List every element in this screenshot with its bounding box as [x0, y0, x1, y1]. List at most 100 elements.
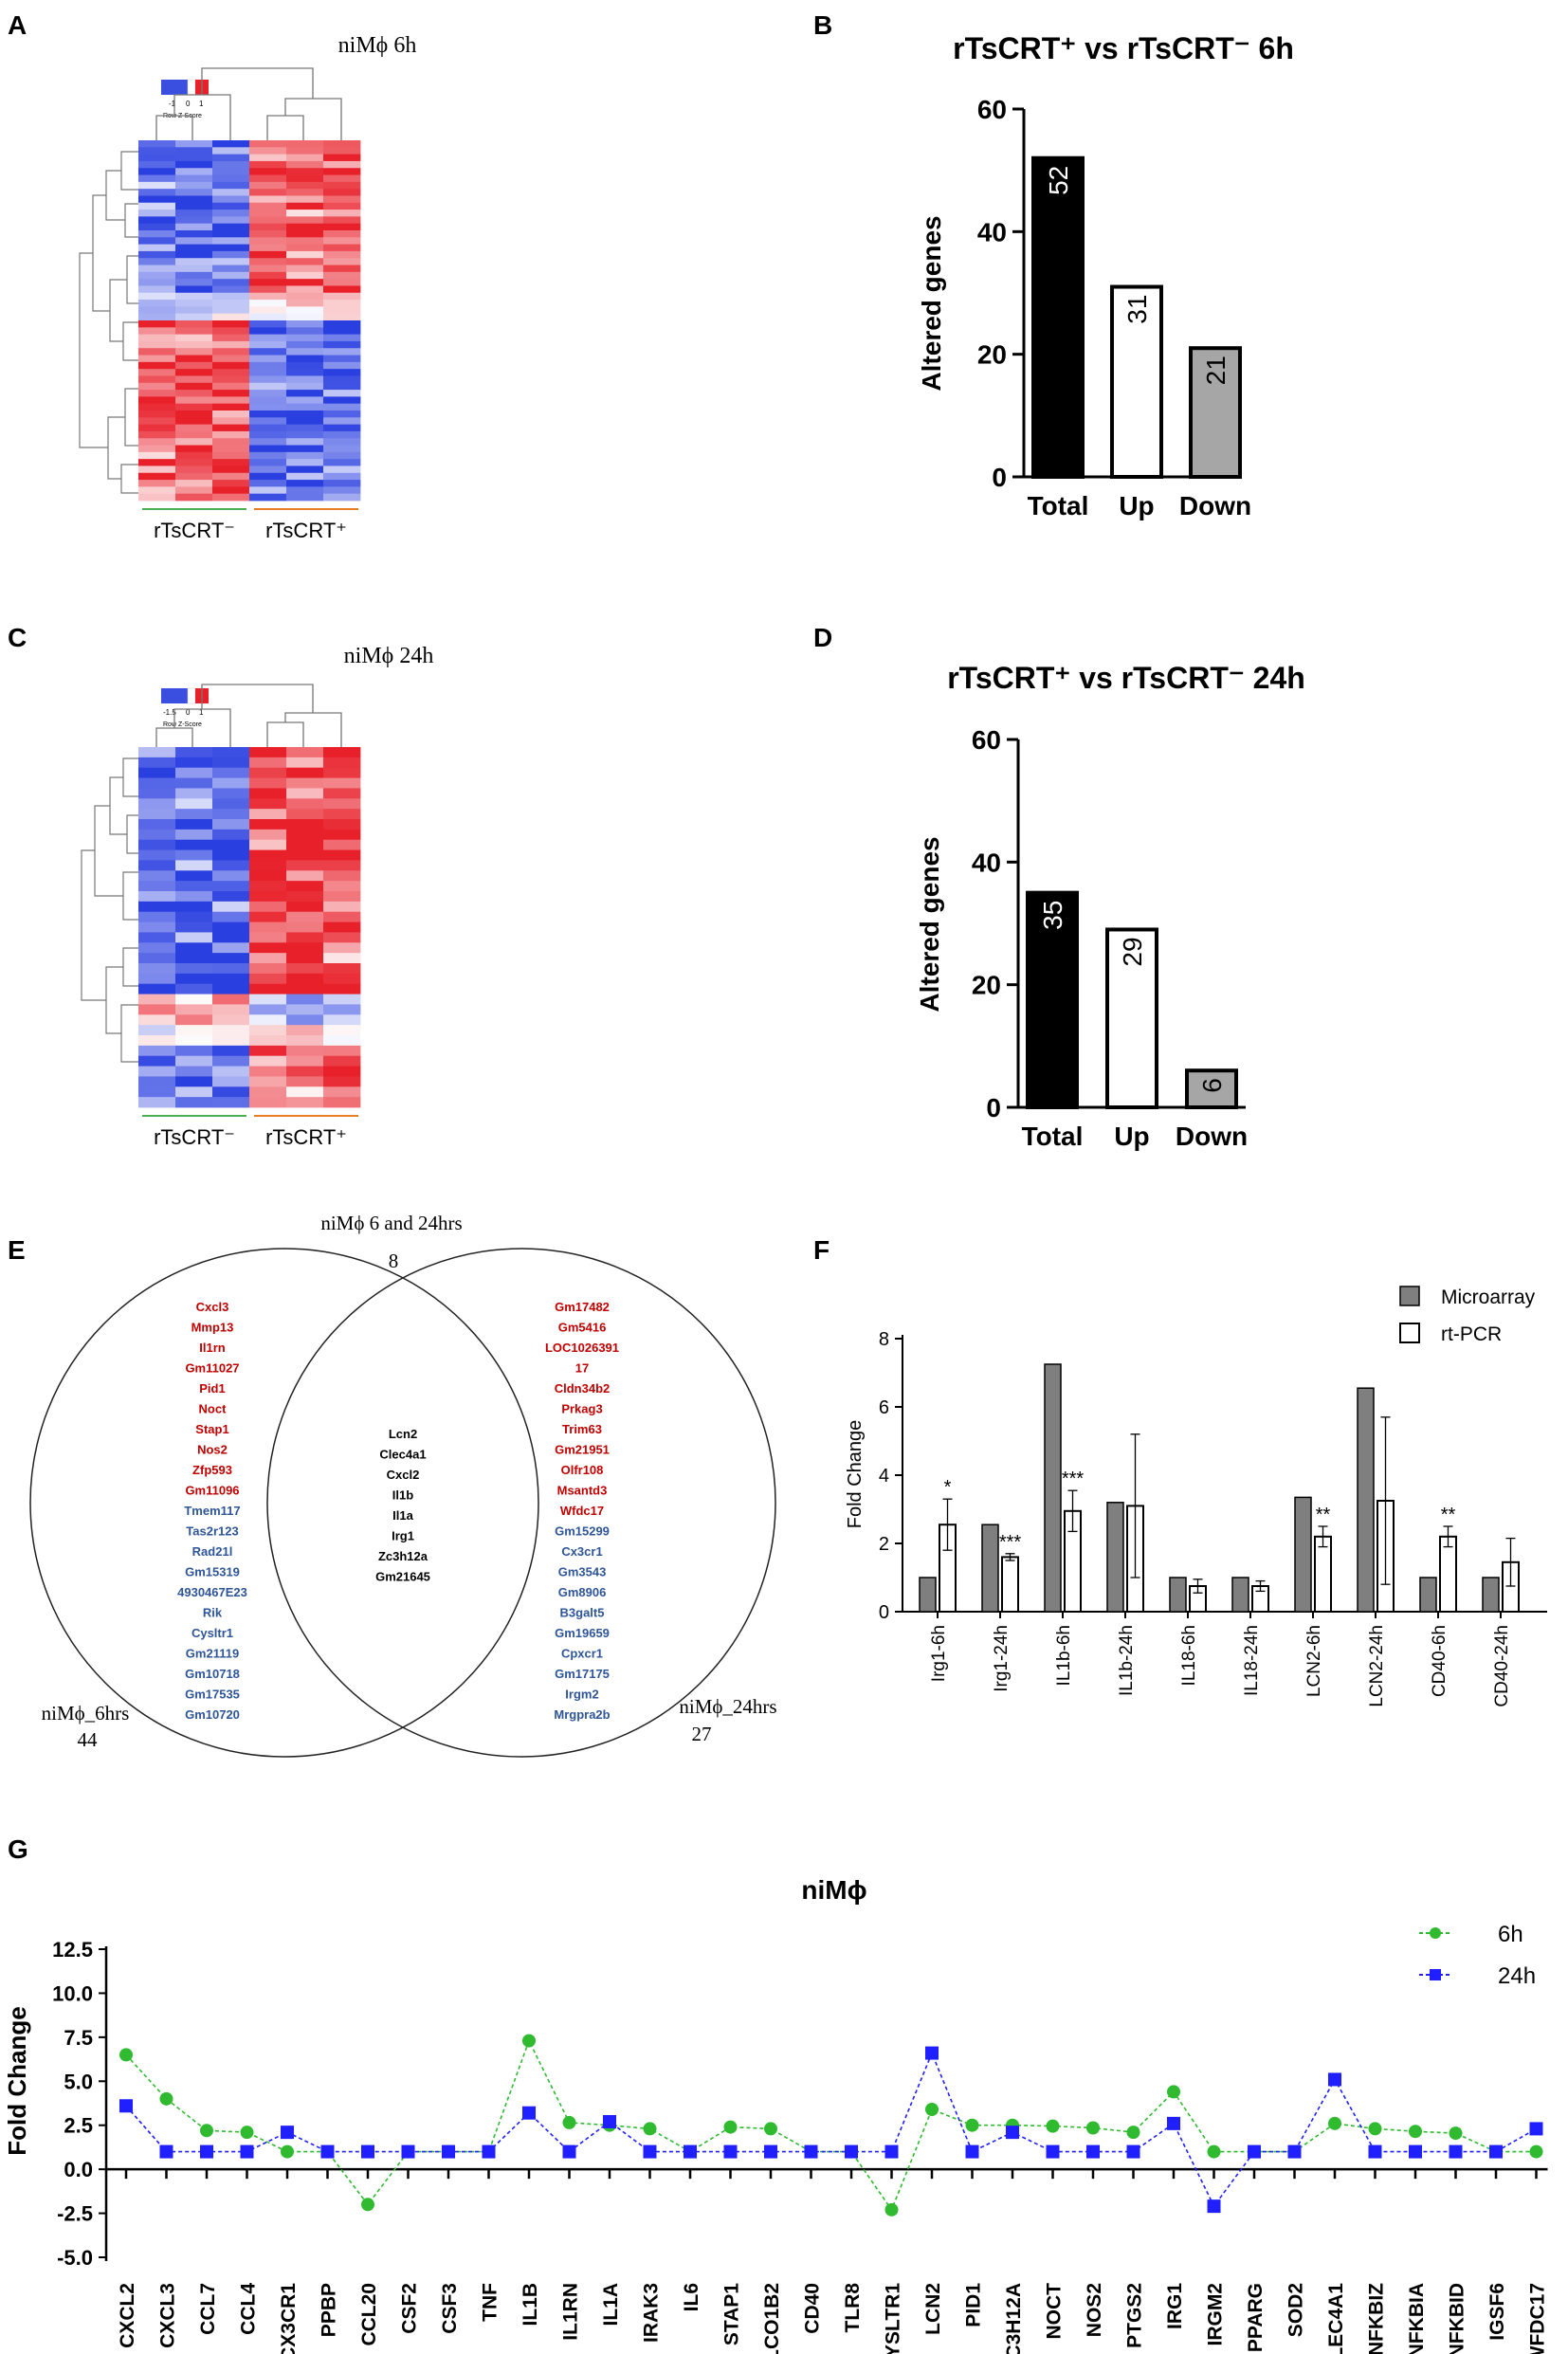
y-tick-label: 4	[879, 1466, 889, 1487]
heatmap-cell	[175, 860, 213, 871]
heatmap-cell	[323, 451, 361, 460]
line-chart-title: niMϕ	[801, 1875, 866, 1905]
venn-left-down-gene: Tmem117	[184, 1504, 240, 1518]
heatmap-cell	[212, 465, 250, 474]
heatmap-cell	[212, 340, 250, 349]
y-tick-label: 5.0	[64, 2070, 93, 2093]
heatmap-cell	[286, 901, 324, 913]
heatmap-cell	[323, 480, 361, 487]
venn-right-up-gene: Msantd3	[557, 1484, 608, 1498]
heatmap-cell	[249, 340, 287, 349]
heatmap-cell	[138, 230, 176, 238]
heatmap-cell	[323, 306, 361, 315]
heatmap-cell	[212, 390, 250, 397]
heatmap-cell	[286, 870, 324, 882]
venn-circle-24h	[266, 1248, 776, 1758]
heatmap-cell	[323, 757, 361, 769]
heatmap-cell	[212, 438, 250, 446]
heatmap-cell	[249, 932, 287, 943]
heatmap-cell	[286, 922, 324, 933]
y-tick-label: -2.5	[57, 2202, 93, 2226]
x-category-label: Down	[1176, 1122, 1248, 1151]
heatmap-cell	[286, 493, 324, 502]
heatmap-cell	[175, 250, 213, 259]
heatmap-cell	[175, 181, 213, 190]
venn-left-up-gene: Mmp13	[191, 1321, 234, 1335]
bar-chart-6h-title: rTsCRT⁺ vs rTsCRT⁻ 6h	[953, 31, 1294, 65]
point-24h	[240, 2144, 254, 2159]
point-6h	[764, 2122, 777, 2136]
heatmap-cell	[175, 154, 213, 162]
heatmap-cell	[286, 1035, 324, 1047]
x-category-label: IRGM2	[1205, 2283, 1227, 2346]
point-6h	[281, 2144, 294, 2159]
heatmap-cell	[286, 195, 324, 204]
heatmap-cell	[175, 202, 213, 210]
heatmap-cell	[249, 451, 287, 460]
x-category-label: NFKBID	[1447, 2283, 1468, 2354]
heatmap-cell	[249, 189, 287, 196]
heatmap-cell	[138, 300, 176, 307]
heatmap-cell	[212, 160, 250, 169]
heatmap-cell	[249, 809, 287, 820]
heatmap-cell	[138, 223, 176, 231]
heatmap-cell	[249, 230, 287, 238]
heatmap-cell	[323, 195, 361, 204]
heatmap-cell	[286, 860, 324, 871]
venn-right-up-gene: Cldn34b2	[555, 1381, 611, 1396]
heatmap-cell	[249, 445, 287, 453]
heatmap-cell	[175, 237, 213, 246]
heatmap-cell	[249, 168, 287, 175]
heatmap-cell	[138, 361, 176, 370]
heatmap-24h-cells	[138, 747, 361, 1108]
heatmap-cell	[323, 891, 361, 903]
heatmap-cell	[286, 230, 324, 238]
heatmap-cell	[323, 216, 361, 225]
heatmap-cell	[286, 486, 324, 495]
point-6h	[925, 2103, 939, 2116]
heatmap-cell	[249, 486, 287, 495]
heatmap-cell	[323, 798, 361, 810]
heatmap-cell	[138, 369, 176, 376]
heatmap-cell	[138, 901, 176, 913]
heatmap-cell	[212, 237, 250, 246]
heatmap-cell	[175, 1086, 213, 1098]
x-category-label: CD40	[802, 2283, 824, 2334]
heatmap-cell	[249, 870, 287, 882]
heatmap-cell	[323, 403, 361, 411]
bar-total	[1031, 155, 1085, 479]
heatmap-cell	[286, 1045, 324, 1057]
heatmap-cell	[286, 430, 324, 439]
bar-chart-24h-title: rTsCRT⁺ vs rTsCRT⁻ 24h	[947, 661, 1305, 695]
heatmap-cell	[175, 973, 213, 985]
heatmap-cell	[138, 747, 176, 758]
heatmap-cell	[212, 230, 250, 238]
x-category-label: IL6	[681, 2283, 702, 2311]
heatmap-cell	[286, 403, 324, 411]
heatmap-cell	[323, 922, 361, 933]
heatmap-cell	[249, 747, 287, 758]
heatmap-cell	[286, 285, 324, 294]
heatmap-cell	[212, 223, 250, 231]
venn-right-down-gene: Mrgpra2b	[554, 1707, 610, 1722]
point-24h	[361, 2144, 374, 2159]
point-24h	[320, 2144, 335, 2159]
venn-left-down-gene: 4930467E23	[177, 1585, 247, 1599]
x-category-label: CD40-6h	[1430, 1625, 1449, 1697]
heatmap-cell	[138, 375, 176, 384]
heatmap-cell	[138, 430, 176, 439]
venn-right-up-gene: Gm5416	[558, 1321, 607, 1335]
heatmap-cell	[138, 870, 176, 882]
heatmap-cell	[286, 375, 324, 384]
heatmap-cell	[286, 327, 324, 336]
heatmap-cell	[212, 154, 250, 162]
point-24h	[159, 2144, 173, 2159]
bar-chart-24h-ylabel: Altered genes	[915, 836, 944, 1012]
heatmap-cell	[175, 369, 213, 376]
heatmap-cell	[249, 244, 287, 252]
heatmap-cell	[323, 788, 361, 799]
heatmap-cell	[212, 472, 250, 481]
heatmap-cell	[212, 189, 250, 196]
venn-left-down-gene: Gm10720	[185, 1707, 240, 1722]
heatmap-24h-panel: niMϕ 24h -1.5 0 1 Row Z-Score	[81, 644, 433, 1149]
